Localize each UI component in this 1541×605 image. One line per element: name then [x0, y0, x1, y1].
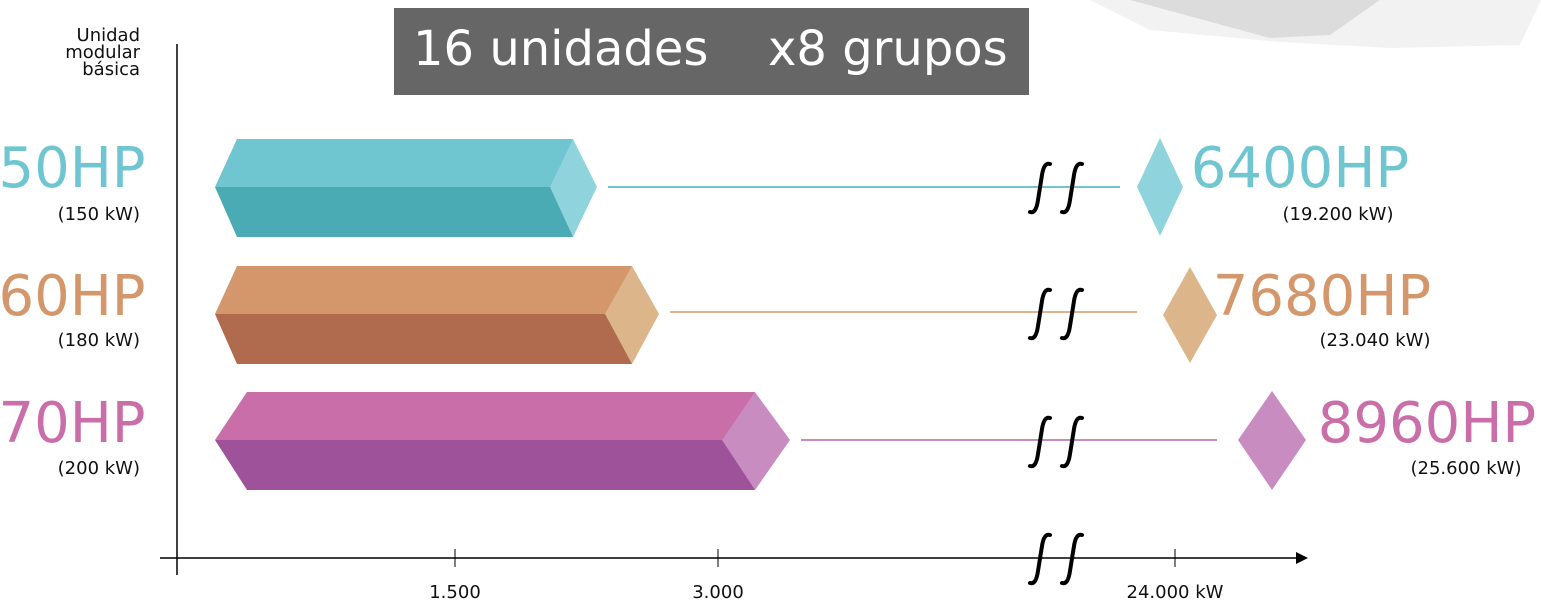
- diamond: [1238, 391, 1306, 490]
- row-label: 70HP: [0, 391, 146, 456]
- bar-bottom: [215, 314, 632, 364]
- row-total: 6400HP: [1191, 136, 1409, 201]
- bar-top: [215, 266, 632, 314]
- row-total-kw: (19.200 kW): [1283, 204, 1394, 225]
- bar-top: [215, 139, 573, 187]
- bar-bottom: [215, 440, 755, 490]
- tick-label: 24.000 kW: [1127, 582, 1224, 603]
- row-total: 7680HP: [1213, 264, 1431, 329]
- axis-breaks: [1030, 164, 1082, 584]
- bar-top: [215, 392, 755, 440]
- row-total-kw: (25.600 kW): [1411, 458, 1522, 479]
- tick-label: 1.500: [429, 582, 481, 603]
- row-kw: (150 kW): [58, 204, 140, 225]
- diamond: [1137, 138, 1183, 236]
- title-units: 16 unidades: [413, 21, 708, 77]
- row-label: 60HP: [0, 264, 146, 329]
- row-label: 50HP: [0, 136, 146, 201]
- row-kw: (200 kW): [58, 458, 140, 479]
- row-total-kw: (23.040 kW): [1320, 330, 1431, 351]
- axis-arrow: [1296, 552, 1308, 564]
- row-total: 8960HP: [1318, 391, 1536, 456]
- tick-label: 3.000: [692, 582, 744, 603]
- diamond: [1163, 267, 1217, 363]
- title-groups: x8 grupos: [768, 21, 1008, 77]
- row-kw: (180 kW): [58, 330, 140, 351]
- diagram: 16 unidades x8 grupos Unidad modular bás…: [0, 0, 1541, 605]
- bar-bottom: [215, 187, 573, 237]
- axis-label: básica: [82, 59, 140, 80]
